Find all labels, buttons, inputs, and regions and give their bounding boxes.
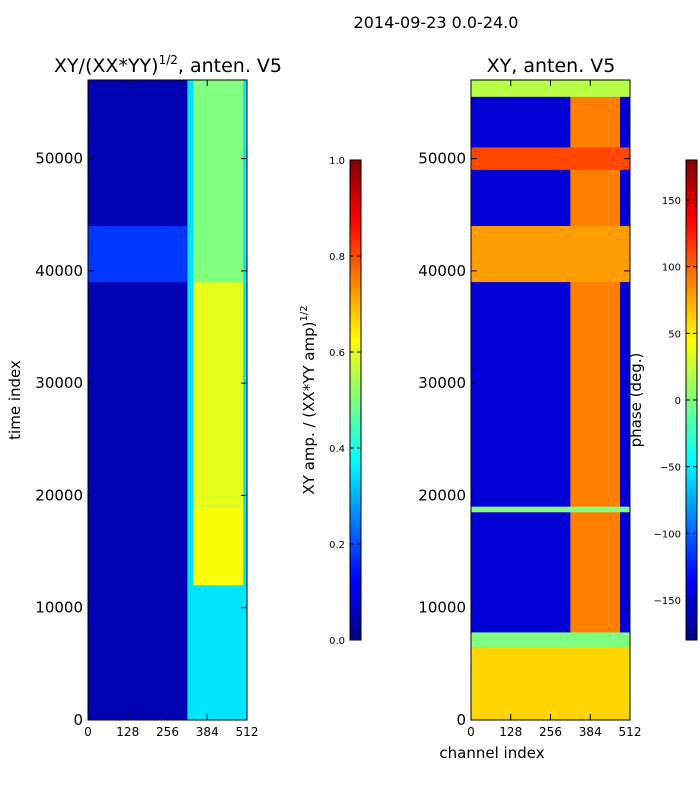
phase-cbtick-label-4: 50 — [668, 329, 681, 340]
phase-x-axis: 0 128 256 384 512 — [467, 80, 641, 739]
amp-heatmap-region-4 — [193, 80, 244, 283]
phase-heatmap-region-4 — [471, 506, 630, 513]
phase-cbtick-label-6: 150 — [662, 196, 681, 207]
phase-xtick-label-1: 128 — [499, 725, 522, 739]
phase-heatmap-image — [471, 80, 630, 720]
amp-heatmap-image — [88, 80, 247, 720]
amp-xtick-label-0: 0 — [84, 725, 92, 739]
amp-xtick-label-2: 256 — [156, 725, 179, 739]
amp-heatmap-region-2 — [193, 506, 244, 586]
amp-ytick-label-1: 10000 — [35, 599, 83, 617]
phase-cbtick-label-3: 0 — [675, 396, 681, 407]
phase-xtick-label-4: 512 — [619, 725, 642, 739]
phase-colorbar-ticks: −150 −100 −50 0 50 100 150 — [654, 196, 697, 607]
phase-heatmap-region-6 — [471, 147, 630, 170]
amp-cbtick-label-2: 0.4 — [329, 444, 345, 455]
amp-colorbar — [349, 159, 362, 641]
phase-ytick-label-5: 50000 — [418, 150, 466, 168]
amp-y-axis: 0 10000 20000 30000 40000 50000 — [35, 150, 247, 729]
phase-x-label: channel index — [439, 744, 544, 762]
amp-ytick-label-4: 40000 — [35, 262, 83, 280]
amp-cbtick-label-4: 0.8 — [329, 252, 345, 263]
amp-xtick-label-1: 128 — [116, 725, 139, 739]
phase-ytick-label-0: 0 — [456, 711, 466, 729]
phase-panel-title: XY, anten. V5 — [487, 55, 616, 77]
amp-cbtick-label-0: 0.0 — [329, 636, 345, 647]
amp-ytick-label-5: 50000 — [35, 150, 83, 168]
phase-xtick-label-3: 384 — [579, 725, 602, 739]
phase-cbtick-label-2: −50 — [660, 463, 681, 474]
amp-heatmap-region-3 — [193, 282, 244, 507]
phase-xtick-label-0: 0 — [467, 725, 475, 739]
amp-xtick-label-4: 512 — [236, 725, 259, 739]
amp-ytick-label-2: 20000 — [35, 486, 83, 504]
phase-heatmap-region-5 — [471, 225, 630, 283]
figure-suptitle: 2014-09-23 0.0-24.0 — [354, 13, 519, 32]
amp-y-label: time index — [6, 360, 24, 440]
phase-heatmap-region-2 — [471, 647, 630, 720]
phase-heatmap-region-3 — [471, 632, 630, 648]
amp-ytick-label-0: 0 — [73, 711, 83, 729]
amp-cbtick-label-5: 1.0 — [329, 156, 345, 167]
phase-xtick-label-2: 256 — [539, 725, 562, 739]
amp-panel-title: XY/(XX*YY)1/2, anten. V5 — [54, 53, 282, 77]
amp-ytick-label-3: 30000 — [35, 374, 83, 392]
amp-heatmap-region-5 — [88, 225, 188, 283]
phase-ytick-label-1: 10000 — [418, 599, 466, 617]
phase-y-axis: 0 10000 20000 30000 40000 50000 — [418, 150, 630, 729]
amp-cbtick-label-3: 0.6 — [329, 348, 345, 359]
phase-ytick-label-4: 40000 — [418, 262, 466, 280]
phase-cbtick-label-5: 100 — [662, 263, 681, 274]
amp-xtick-label-3: 384 — [196, 725, 219, 739]
amp-cbtick-label-1: 0.2 — [329, 540, 345, 551]
amp-x-axis: 0 128 256 384 512 — [84, 80, 258, 739]
phase-colorbar-label: phase (deg.) — [627, 353, 645, 448]
phase-heatmap-region-1 — [570, 80, 621, 720]
phase-cbtick-label-1: −100 — [654, 529, 681, 540]
amp-colorbar-ticks: 0.0 0.2 0.4 0.6 0.8 1.0 — [329, 156, 361, 647]
phase-ytick-label-2: 20000 — [418, 486, 466, 504]
phase-ytick-label-3: 30000 — [418, 374, 466, 392]
phase-cbtick-label-0: −150 — [654, 596, 681, 607]
amp-colorbar-label: XY amp. / (XX*YY amp)1/2 — [299, 305, 318, 494]
